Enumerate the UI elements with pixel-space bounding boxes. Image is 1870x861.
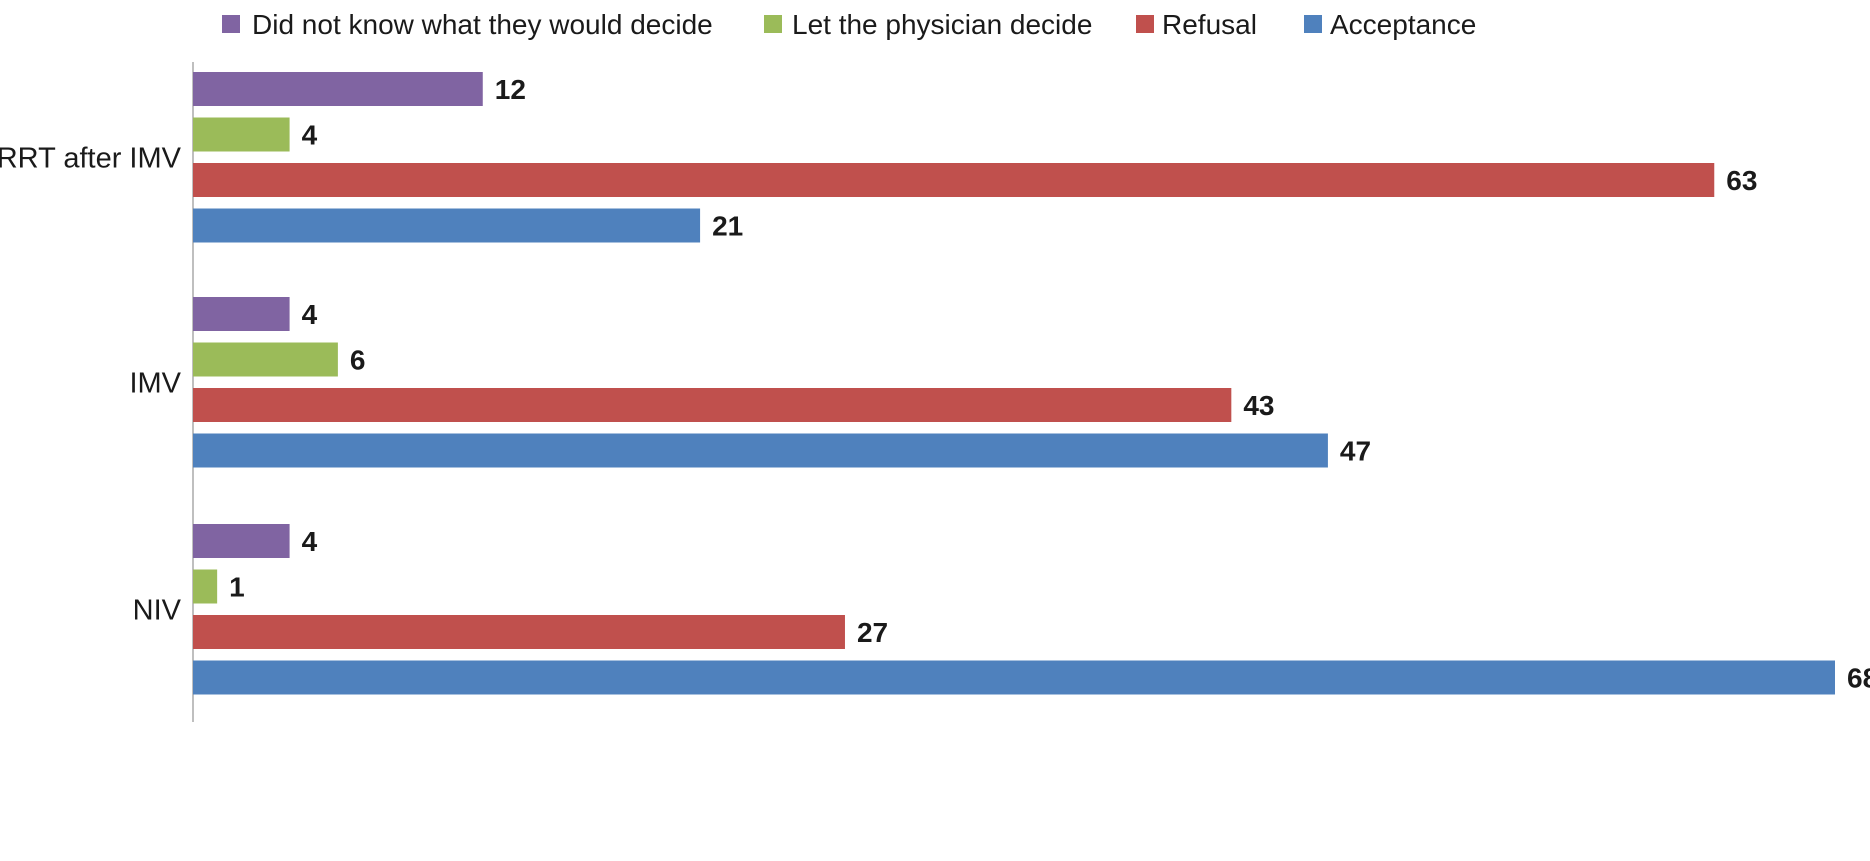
legend-swatch-did-not-know-what-they-would-decide [222, 15, 240, 33]
bar-niv-refusal [193, 615, 845, 649]
legend-label-did-not-know-what-they-would-decide: Did not know what they would decide [252, 9, 713, 40]
legend-label-acceptance: Acceptance [1330, 9, 1476, 40]
data-label-niv-did-not-know-what-they-would-decide: 4 [302, 526, 318, 557]
data-label-imv-acceptance: 47 [1340, 436, 1371, 467]
bar-imv-acceptance [193, 433, 1328, 468]
data-label-niv-acceptance: 68 [1847, 663, 1870, 694]
data-label-rrt-after-imv-did-not-know-what-they-would-decide: 12 [495, 74, 526, 105]
bar-niv-let-the-physician-decide [193, 569, 218, 604]
data-label-niv-refusal: 27 [857, 617, 888, 648]
legend: Did not know what they would decide Let t… [222, 9, 1476, 40]
bar-imv-refusal [193, 388, 1232, 422]
legend-swatch-let-the-physician-decide [764, 15, 782, 33]
legend-item-let-the-physician-decide: Let the physician decide [764, 9, 1092, 40]
legend-item-did-not-know-what-they-would-decide: Did not know what they would decide [222, 9, 713, 40]
legend-swatch-acceptance [1304, 15, 1322, 33]
category-label-rrt-after-imv: RRT after IMV [0, 142, 182, 174]
bar-niv-acceptance [193, 660, 1835, 695]
bar-imv-let-the-physician-decide [193, 342, 338, 377]
category-label-niv: NIV [133, 594, 182, 626]
bars [193, 72, 1835, 695]
data-label-rrt-after-imv-acceptance: 21 [712, 211, 743, 242]
bar-rrt-after-imv-refusal [193, 163, 1715, 197]
data-labels: 12 4 63 21 4 6 43 47 4 1 27 68 [229, 74, 1870, 694]
bar-rrt-after-imv-let-the-physician-decide [193, 117, 290, 152]
legend-item-refusal: Refusal [1136, 9, 1257, 40]
legend-swatch-refusal [1136, 15, 1154, 33]
legend-label-let-the-physician-decide: Let the physician decide [792, 9, 1092, 40]
data-label-imv-did-not-know-what-they-would-decide: 4 [302, 299, 318, 330]
bar-rrt-after-imv-did-not-know-what-they-would-decide [193, 72, 483, 106]
bar-imv-did-not-know-what-they-would-decide [193, 297, 290, 331]
bar-niv-did-not-know-what-they-would-decide [193, 524, 290, 558]
category-label-imv: IMV [129, 367, 181, 399]
bar-rrt-after-imv-acceptance [193, 208, 701, 243]
category-labels: RRT after IMV IMV NIV [0, 142, 182, 626]
data-label-rrt-after-imv-refusal: 63 [1726, 165, 1757, 196]
data-label-niv-let-the-physician-decide: 1 [229, 572, 245, 603]
legend-label-refusal: Refusal [1162, 9, 1257, 40]
data-label-rrt-after-imv-let-the-physician-decide: 4 [302, 120, 318, 151]
data-label-imv-let-the-physician-decide: 6 [350, 345, 366, 376]
legend-item-acceptance: Acceptance [1304, 9, 1476, 40]
data-label-imv-refusal: 43 [1243, 390, 1274, 421]
